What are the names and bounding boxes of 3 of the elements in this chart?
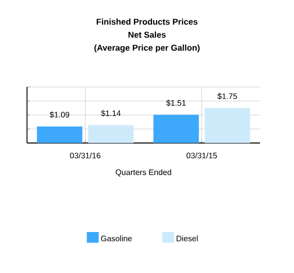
chart-title: Finished Products Prices — [96, 18, 198, 25]
chart-subtitle: Net Sales — [128, 32, 166, 38]
text: (Average Price per Gallon) — [94, 44, 200, 52]
